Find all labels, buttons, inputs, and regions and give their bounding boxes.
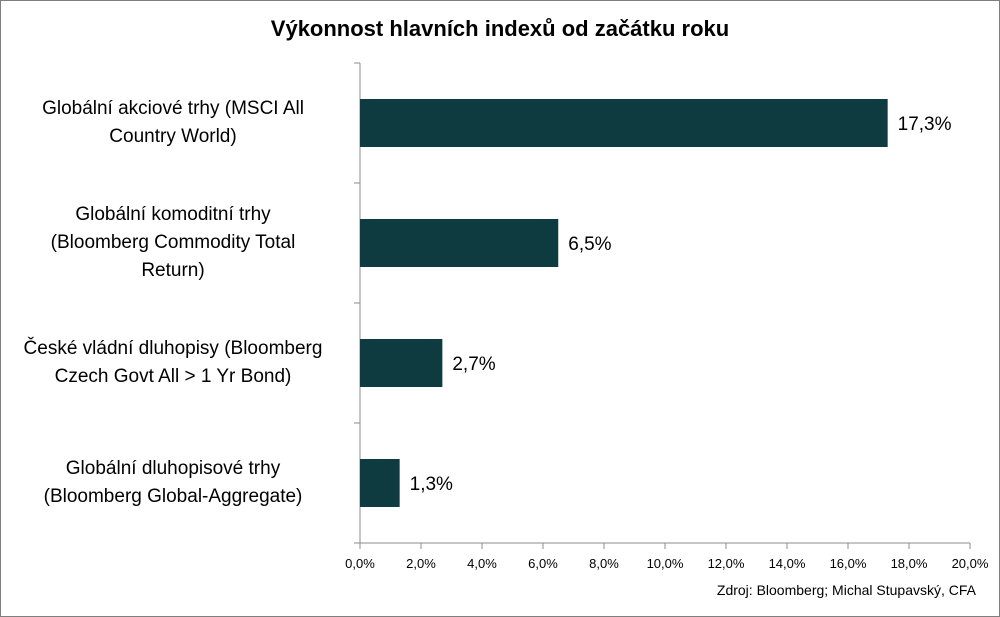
x-tick-label: 14,0% — [769, 556, 806, 571]
category-label: České vládní dluhopisy (Bloomberg Czech G… — [3, 335, 343, 391]
category-label-line: (Bloomberg Global-Aggregate) — [43, 486, 303, 507]
x-tick-label: 4,0% — [467, 556, 497, 571]
bar-data-label: 2,7% — [452, 354, 495, 375]
category-label: Globální dluhopisové trhy (Bloomberg Glob… — [3, 455, 343, 511]
x-tick-label: 0,0% — [345, 556, 375, 571]
category-label-line: (Bloomberg Commodity Total — [50, 232, 296, 253]
source-note: Zdroj: Bloomberg; Michal Stupavský, CFA — [716, 582, 976, 598]
x-tick-label: 20,0% — [952, 556, 989, 571]
bar — [360, 219, 559, 267]
x-tick-label: 8,0% — [589, 556, 619, 571]
category-label-line: České vládní dluhopisy (Bloomberg — [23, 338, 323, 359]
bar — [360, 339, 443, 387]
x-tick-label: 6,0% — [528, 556, 558, 571]
x-tick-label: 18,0% — [891, 556, 928, 571]
bar — [360, 99, 888, 147]
category-label-line: Country World) — [109, 126, 237, 147]
category-label-line: Return) — [141, 260, 205, 281]
category-label-line: Globální komoditní trhy — [75, 204, 271, 225]
x-tick-label: 12,0% — [708, 556, 745, 571]
x-tick-label: 10,0% — [647, 556, 684, 571]
category-label: Globální akciové trhy (MSCI All Country W… — [3, 95, 343, 151]
chart-title: Výkonnost hlavních indexů od začátku rok… — [270, 16, 730, 41]
bar — [360, 459, 400, 507]
category-label-line: Globální dluhopisové trhy — [65, 458, 281, 479]
category-label-line: Czech Govt All > 1 Yr Bond) — [54, 366, 292, 387]
category-label-line: Globální akciové trhy (MSCI All — [42, 98, 304, 119]
x-tick-label: 16,0% — [830, 556, 867, 571]
category-label: Globální komoditní trhy (Bloomberg Commod… — [3, 201, 343, 285]
bar-data-label: 1,3% — [410, 474, 453, 495]
x-tick-label: 2,0% — [406, 556, 436, 571]
bar-data-label: 17,3% — [898, 114, 952, 135]
bar-data-label: 6,5% — [568, 234, 611, 255]
